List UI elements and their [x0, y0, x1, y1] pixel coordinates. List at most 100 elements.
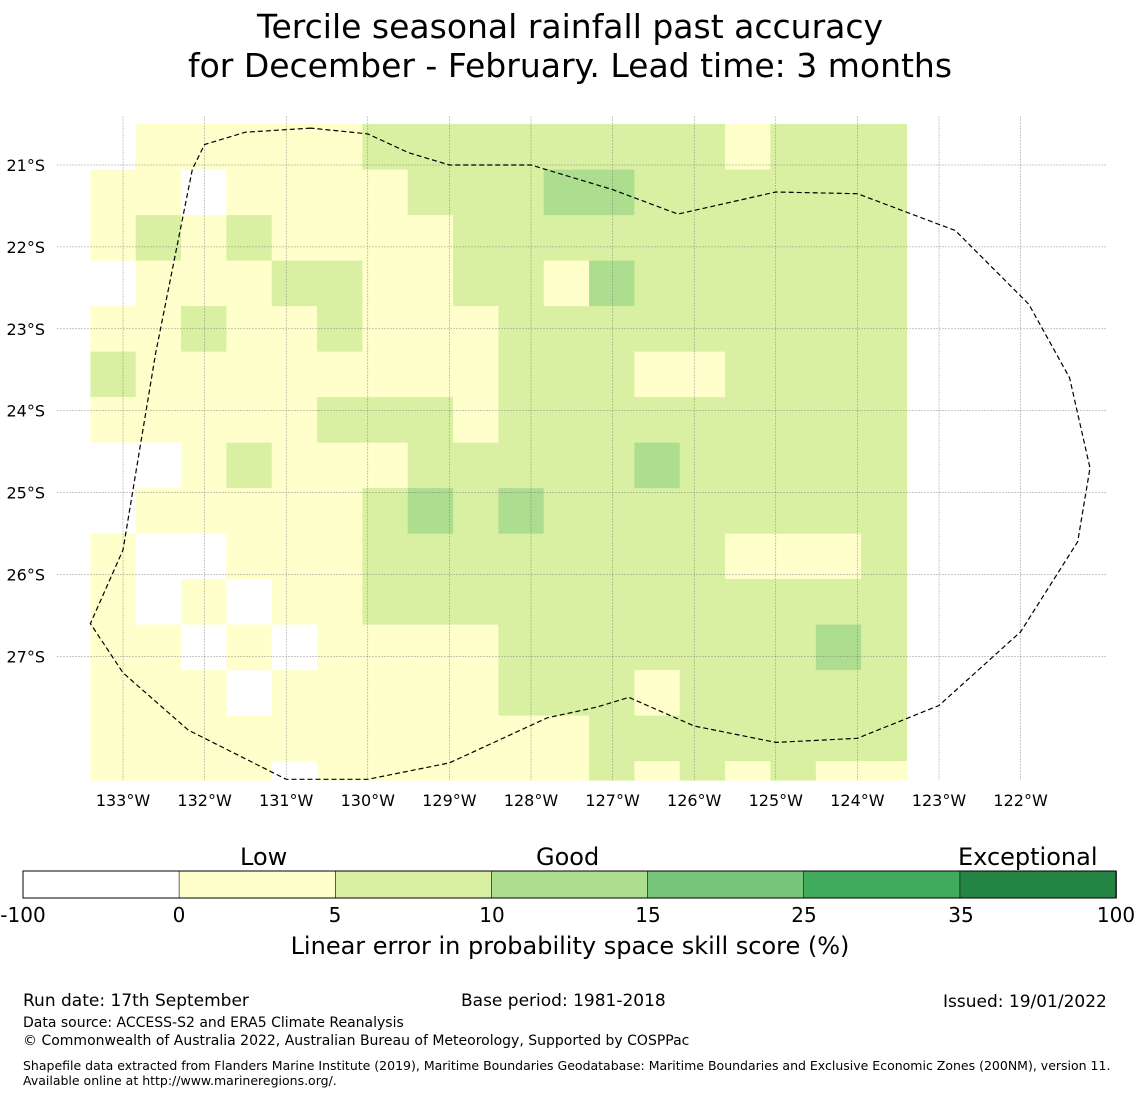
grid-cell [589, 533, 635, 580]
grid-cell [362, 215, 409, 262]
chart-title-line-1: Tercile seasonal rainfall past accuracy [256, 7, 884, 46]
grid-cell [453, 533, 499, 580]
grid-cell [90, 488, 137, 535]
grid-cell [317, 260, 363, 307]
grid-cell [815, 488, 862, 535]
grid-cell [317, 124, 363, 171]
grid-cell [135, 533, 182, 580]
grid-cell [181, 351, 227, 398]
longitude-label: 126°W [667, 791, 722, 810]
grid-cell [226, 351, 273, 398]
grid-cell [317, 624, 363, 671]
grid-cell [407, 442, 454, 489]
grid-cell [90, 306, 137, 353]
grid-cell [90, 215, 137, 262]
grid-cell [181, 215, 227, 262]
longitude-label: 132°W [177, 791, 232, 810]
grid-cell [679, 533, 726, 580]
colorbar-segment [334, 870, 493, 899]
grid-cell [589, 169, 635, 216]
longitude-label: 129°W [422, 791, 477, 810]
grid-cell [679, 215, 726, 262]
grid-cell [679, 488, 726, 535]
grid-cell [815, 124, 862, 171]
grid-cell [407, 579, 454, 626]
grid-cell [770, 715, 817, 762]
grid-cell [90, 715, 137, 762]
grid-cell [90, 260, 137, 307]
grid-cell [770, 533, 817, 580]
grid-cell [135, 260, 182, 307]
grid-cell [815, 533, 862, 580]
grid-cell [181, 624, 227, 671]
longitude-label: 123°W [912, 791, 967, 810]
grid-cell [317, 442, 363, 489]
grid-cell [226, 533, 273, 580]
grid-cell [135, 306, 182, 353]
grid-cell [135, 579, 182, 626]
grid-cell [226, 260, 273, 307]
grid-cell [407, 351, 454, 398]
grid-cell [861, 624, 907, 671]
grid-cell [634, 670, 681, 717]
grid-cell [634, 397, 681, 444]
grid-cell [317, 169, 363, 216]
grid-cell [407, 306, 454, 353]
grid-cell [226, 670, 273, 717]
grid-cell [543, 169, 590, 216]
grid-cell [90, 670, 137, 717]
grid-cell [725, 761, 771, 781]
grid-cell [271, 215, 318, 262]
colorbar-tick: 35 [948, 903, 974, 927]
grid-cell [589, 624, 635, 671]
grid-cell [861, 579, 907, 626]
grid-cell [589, 442, 635, 489]
grid-cell [498, 306, 545, 353]
eez-boundary [89, 127, 1091, 780]
grid-cell [543, 215, 590, 262]
longitude-label: 125°W [749, 791, 804, 810]
grid-cell [725, 306, 771, 353]
grid-cell [362, 624, 409, 671]
grid-cell [679, 397, 726, 444]
grid-cell [135, 715, 182, 762]
grid-cell [271, 579, 318, 626]
longitude-label: 133°W [96, 791, 151, 810]
grid-cell [589, 397, 635, 444]
grid-cell [589, 306, 635, 353]
grid-cell [498, 169, 545, 216]
grid-cell [770, 124, 817, 171]
grid-cell [453, 715, 499, 762]
colorbar-label: Linear error in probability space skill … [290, 932, 850, 960]
grid-cell [725, 488, 771, 535]
grid-cell [589, 215, 635, 262]
grid-cell [634, 442, 681, 489]
grid-cell [226, 761, 273, 781]
grid-cell [498, 624, 545, 671]
grid-cell [498, 579, 545, 626]
grid-cell [725, 169, 771, 216]
grid-cell [770, 260, 817, 307]
grid-cell [589, 260, 635, 307]
grid-cell [362, 351, 409, 398]
grid-cell [634, 306, 681, 353]
colorbar-tick: 100 [1096, 903, 1136, 927]
grid-cell [135, 624, 182, 671]
colorbar-tick: -100 [0, 903, 46, 927]
colorbar-segment [22, 870, 180, 899]
latitude-label: 22°S [6, 238, 45, 257]
grid-cell [317, 306, 363, 353]
grid-cell [634, 215, 681, 262]
grid-cell [861, 442, 907, 489]
grid-cell [861, 533, 907, 580]
grid-cell [317, 761, 363, 781]
grid-cell [181, 715, 227, 762]
grid-cell [815, 306, 862, 353]
colorbar-tick: 25 [791, 903, 817, 927]
grid-cell [271, 260, 318, 307]
grid-cell [543, 124, 590, 171]
grid-cell [453, 215, 499, 262]
grid-cell [271, 306, 318, 353]
grid-cell [90, 579, 137, 626]
grid-cell [407, 397, 454, 444]
